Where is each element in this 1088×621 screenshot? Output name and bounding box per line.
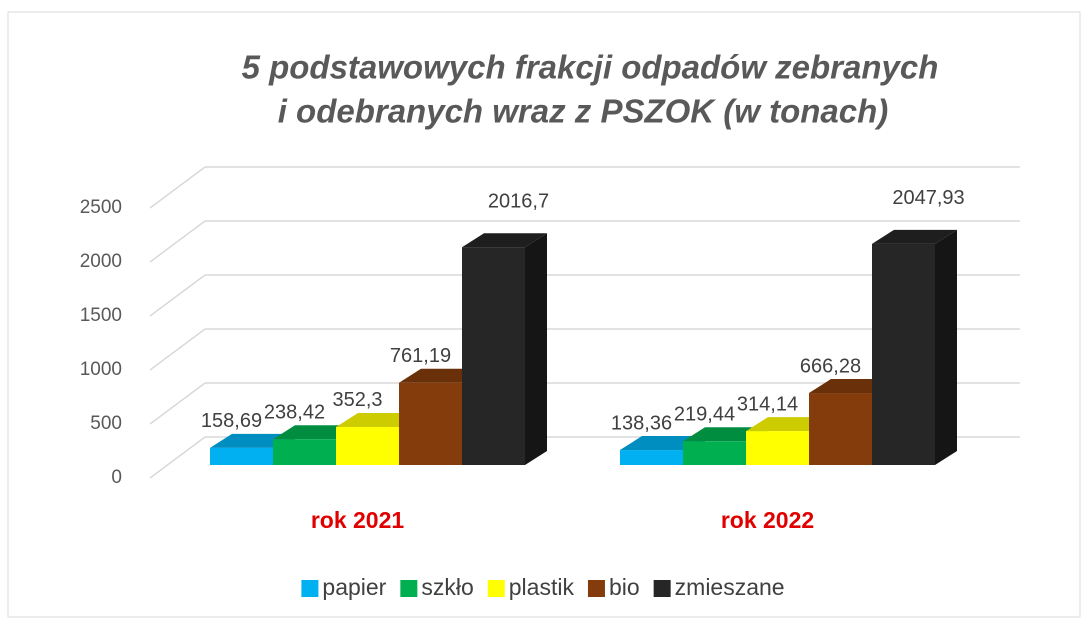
- value-label: 352,3: [332, 389, 382, 411]
- value-label: 158,69: [201, 410, 262, 432]
- bar: [462, 233, 547, 465]
- bar-front: [462, 247, 525, 465]
- legend-swatch: [653, 580, 671, 597]
- bar-front: [399, 382, 462, 465]
- bar-front: [273, 439, 336, 465]
- grid-line: [149, 382, 206, 425]
- bar-front: [336, 426, 399, 465]
- chart-title: i odebranych wraz z PSZOK (w tonach): [278, 93, 889, 130]
- y-tick-label: 500: [90, 413, 122, 434]
- grid-line: [149, 274, 206, 317]
- bar-top: [872, 229, 957, 244]
- grid-line: [149, 220, 206, 263]
- bar-front: [872, 243, 935, 465]
- legend-label: bio: [609, 574, 640, 600]
- y-tick-label: 2000: [80, 251, 122, 272]
- bar-side: [935, 229, 957, 465]
- grid-line: [149, 328, 206, 371]
- legend-label: zmieszane: [675, 574, 785, 600]
- x-tick-label: rok 2022: [721, 507, 814, 533]
- y-tick-label: 2500: [80, 197, 122, 218]
- bar-top: [462, 233, 547, 248]
- bar-side: [525, 233, 547, 465]
- value-label: 219,44: [674, 404, 735, 426]
- y-tick-label: 1500: [80, 305, 122, 326]
- bar-front: [746, 431, 809, 465]
- value-label: 666,28: [800, 355, 861, 377]
- legend-label: plastik: [509, 574, 575, 600]
- legend-swatch: [587, 580, 605, 597]
- bar-front: [809, 393, 872, 465]
- value-label: 238,42: [264, 402, 325, 424]
- legend-swatch: [487, 580, 505, 597]
- legend-swatch: [400, 580, 418, 597]
- y-tick-label: 0: [111, 467, 122, 488]
- value-label: 761,19: [390, 345, 451, 367]
- value-label: 314,14: [737, 393, 798, 415]
- chart-title: 5 podstawowych frakcji odpadów zebranych: [242, 49, 939, 86]
- chart-border: [7, 11, 1081, 618]
- grid-line: [149, 166, 206, 209]
- value-label: 138,36: [611, 412, 672, 434]
- value-label: 2047,93: [892, 187, 964, 209]
- bar: [872, 229, 957, 465]
- y-tick-label: 1000: [80, 359, 122, 380]
- bar-front: [683, 441, 746, 465]
- legend-label: papier: [322, 574, 386, 600]
- legend-swatch: [301, 580, 319, 597]
- x-tick-label: rok 2021: [311, 507, 405, 533]
- bar-front: [620, 450, 683, 465]
- grid-line: [149, 436, 206, 479]
- legend-label: szkło: [421, 574, 473, 600]
- bar-front: [210, 447, 273, 465]
- value-label: 2016,7: [488, 190, 549, 212]
